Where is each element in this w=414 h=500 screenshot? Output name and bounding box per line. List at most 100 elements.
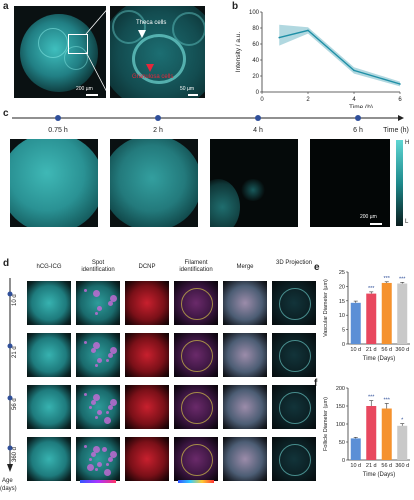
chart-b-point <box>399 83 401 85</box>
grid-image-r3-c3 <box>174 437 218 481</box>
colorbar-low-label: L <box>405 219 409 225</box>
chart-f-significance: *** <box>368 395 375 401</box>
chart-f-category-label: 10 d <box>350 463 361 469</box>
chart-e-ytick-label: 5 <box>342 328 345 334</box>
chart-b-ytick-label: 40 <box>252 58 259 64</box>
grid-image-r2-c1 <box>76 385 120 429</box>
panel-letter-d: d <box>3 258 10 269</box>
panel-letter-f: f <box>314 378 318 389</box>
colorbar <box>396 140 403 226</box>
age-axis <box>7 278 13 472</box>
grid-image-r2-c3 <box>174 385 218 429</box>
chart-e-ytick-label: 10 <box>339 313 345 319</box>
chart-e-ytick-label: 20 <box>339 284 345 290</box>
chart-b-intensity: 0 20 40 60 80 100 0 2 4 6 Time (h) Intensity / a.u. <box>235 10 402 108</box>
chart-f-significance: * <box>401 418 404 424</box>
timeline-c: 0.75 h 2 h 4 h 6 h Time (h) <box>12 115 409 134</box>
chart-e-category-label: 56 d <box>381 347 392 353</box>
row-label-1: 21 d <box>12 346 18 358</box>
grid-image-r0-c2 <box>125 281 169 325</box>
grid-image-r1-c1 <box>76 333 120 377</box>
chart-e-bar <box>397 283 408 344</box>
grid-image-r2-c5 <box>272 385 316 429</box>
grid-image-r3-c2 <box>125 437 169 481</box>
panel-c-image-6h <box>310 139 390 227</box>
panel-c-image-0-75h <box>10 139 98 227</box>
grid-image-r3-c0 <box>27 437 71 481</box>
timeline-axis-label: Time (h) <box>383 127 409 134</box>
chart-f-significance: *** <box>384 397 391 403</box>
chart-e-ytick-label: 0 <box>342 342 345 348</box>
chart-f-category-label: 360 d <box>395 463 409 469</box>
chart-b-ytick-label: 20 <box>252 74 259 80</box>
grid-image-r0-c5 <box>272 281 316 325</box>
chart-e-significance: *** <box>368 286 375 292</box>
panel-c-image-4h <box>210 139 298 227</box>
chart-e-significance: *** <box>399 276 406 282</box>
chart-f-ytick-label: 100 <box>336 422 345 428</box>
chart-e-ylabel: Vascular Diameter (µm) <box>323 279 329 337</box>
row-label-2: 56 d <box>12 398 18 410</box>
panel-a-zoom-image: Theca cells Granulosa cells 50 µm <box>110 6 205 98</box>
grid-image-r1-c5 <box>272 333 316 377</box>
chart-e-category-label: 10 d <box>350 347 361 353</box>
chart-e-significance: *** <box>384 276 391 282</box>
chart-f-bar <box>397 425 408 460</box>
colorbar-high-label: H <box>405 140 410 146</box>
scale-label-c: 200 µm <box>360 214 377 220</box>
grid-image-r1-c0 <box>27 333 71 377</box>
label-theca-cells: Theca cells <box>136 20 167 26</box>
chart-b-xtick-label: 4 <box>352 97 356 103</box>
scale-label-a-right: 50 µm <box>180 86 194 92</box>
chart-f-follicle: 0 50 100 150 200 10 d *** 21 d *** 56 d * 360 dTime… <box>323 386 410 478</box>
age-axis-label: Age <box>2 478 13 484</box>
chart-f-ytick-label: 200 <box>336 386 345 392</box>
grid-image-r2-c0 <box>27 385 71 429</box>
granulosa-arrow-icon <box>146 64 154 72</box>
chart-e-ytick-label: 25 <box>339 270 345 276</box>
grid-image-r2-c4 <box>223 385 267 429</box>
grid-image-r3-c1 <box>76 437 120 481</box>
grid-image-r1-c2 <box>125 333 169 377</box>
grid-image-r2-c2 <box>125 385 169 429</box>
chart-f-bar <box>350 438 361 460</box>
scale-label-d: 500 µm <box>294 484 311 490</box>
grid-image-r1-c4 <box>223 333 267 377</box>
chart-e-ytick-label: 15 <box>339 299 345 305</box>
chart-e-xlabel: Time (Days) <box>363 356 395 362</box>
timeline-arrow-icon <box>398 115 404 121</box>
chart-b-error-band <box>279 24 400 87</box>
spot-colorscale <box>80 480 116 483</box>
grid-image-r0-c4 <box>223 281 267 325</box>
grid-image-r3-c5 <box>272 437 316 481</box>
scale-label-a-left: 200 µm <box>76 86 93 92</box>
theca-arrow-icon <box>138 30 146 38</box>
timeline-dot <box>55 115 61 121</box>
chart-b-ytick-label: 0 <box>256 90 260 96</box>
grid-image-r0-c0 <box>27 281 71 325</box>
chart-b-xtick-label: 0 <box>260 97 264 103</box>
chart-f-ytick-label: 0 <box>342 458 345 464</box>
chart-f-ytick-label: 50 <box>339 440 345 446</box>
chart-b-point <box>307 29 309 32</box>
grid-image-r0-c3 <box>174 281 218 325</box>
chart-b-ytick-label: 100 <box>249 10 260 16</box>
col-header-0: hCG-ICG <box>36 264 62 270</box>
timeline-dot <box>155 115 161 121</box>
chart-f-category-label: 21 d <box>366 463 377 469</box>
panel-letter-c: c <box>3 108 9 119</box>
col-header-4: Merge <box>236 264 254 270</box>
age-axis-unit: (days) <box>0 486 17 492</box>
chart-b-ytick-label: 60 <box>252 42 259 48</box>
col-header-1: Spot identification <box>81 260 115 273</box>
row-label-0: 10 d <box>12 294 18 306</box>
grid-image-r0-c1 <box>76 281 120 325</box>
chart-f-ytick-label: 150 <box>336 404 345 410</box>
chart-e-category-label: 21 d <box>366 347 377 353</box>
panel-letter-a: a <box>3 1 9 12</box>
panel-letter-b: b <box>232 1 239 12</box>
chart-f-bar <box>366 406 377 460</box>
grid-image-r3-c4 <box>223 437 267 481</box>
chart-e-category-label: 360 d <box>395 347 409 353</box>
col-header-5: 3D Projection <box>275 260 313 266</box>
